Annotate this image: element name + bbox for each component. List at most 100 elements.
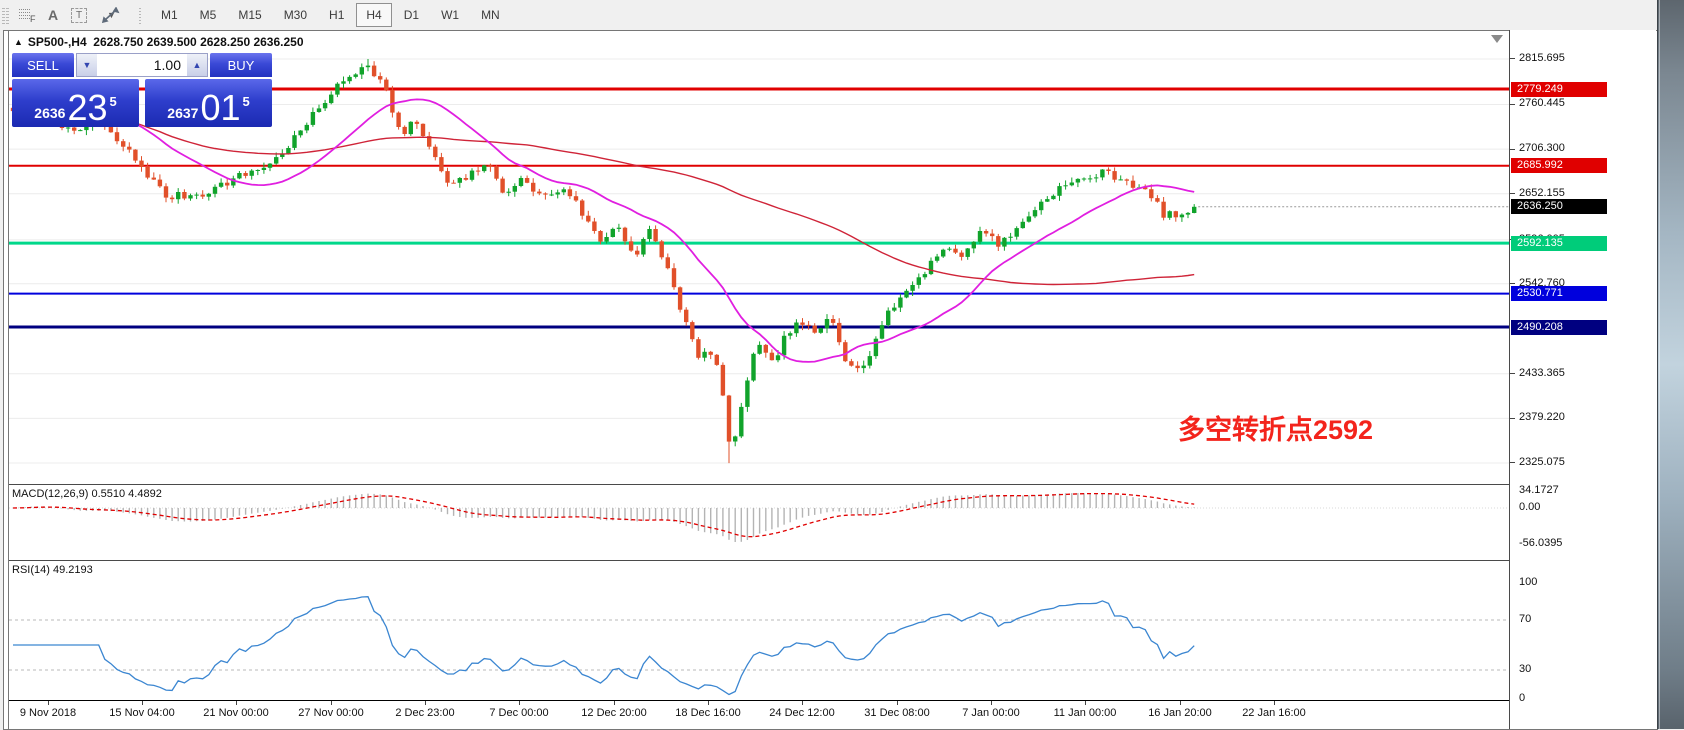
x-axis-tick xyxy=(48,701,49,705)
x-axis-label: 7 Dec 00:00 xyxy=(489,707,549,719)
macd-signal-line xyxy=(12,492,1195,538)
y-axis-label: 2815.695 xyxy=(1519,51,1565,64)
y-axis-label: -56.0395 xyxy=(1519,537,1563,549)
price-axis: 2815.695 2779.249 2760.445 2706.300 2685.992… xyxy=(1510,30,1656,729)
date-axis: 9 Nov 2018 15 Nov 04:00 21 Nov 00:00 27 Nov… xyxy=(9,701,1509,728)
x-axis-label: 12 Dec 20:00 xyxy=(581,707,647,719)
volume-value[interactable]: 1.00 xyxy=(153,57,181,73)
ohlc-readout: 2628.750 2639.500 2628.250 2636.250 xyxy=(93,35,304,49)
y-axis-label: 2542.760 xyxy=(1519,276,1565,289)
y-axis-label: 2379.220 xyxy=(1519,411,1565,424)
timeframe-buttons: M1 M5 M15 M30 H1 H4 D1 W1 MN xyxy=(150,3,511,27)
price-badge: 2685.992 xyxy=(1511,158,1607,174)
buy-button[interactable]: BUY xyxy=(210,53,272,77)
y-axis-label: 0 xyxy=(1519,692,1526,704)
tf-button-m5[interactable]: M5 xyxy=(199,8,217,22)
tf-button-m30[interactable]: M30 xyxy=(283,8,308,22)
tf-button-m1[interactable]: M1 xyxy=(161,8,178,22)
y-axis-tick xyxy=(1510,193,1515,195)
y-axis-label: 2760.445 xyxy=(1519,97,1565,110)
x-axis-tick xyxy=(802,701,803,705)
macd-panel-divider[interactable] xyxy=(9,484,1656,485)
x-axis-label: 24 Dec 12:00 xyxy=(769,707,835,719)
x-axis-tick xyxy=(1274,701,1275,705)
price-axis-separator xyxy=(1509,30,1510,729)
toolbar-separator xyxy=(136,6,144,24)
rsi-line xyxy=(13,596,1195,696)
rsi-panel-divider[interactable] xyxy=(9,560,1656,561)
y-axis-tick xyxy=(1510,148,1515,150)
rsi-label: RSI(14) 49.2193 xyxy=(12,564,93,576)
x-axis-tick xyxy=(425,701,426,705)
y-axis-label: 2652.155 xyxy=(1519,186,1565,199)
tf-button-h4[interactable]: H4 xyxy=(356,3,392,27)
chart-window-inner-border xyxy=(8,30,9,729)
tf-button-w1[interactable]: W1 xyxy=(441,8,460,22)
macd-panel-chart[interactable] xyxy=(9,485,1509,560)
x-axis-tick xyxy=(897,701,898,705)
volume-spinner: ▼ 1.00 ▲ xyxy=(76,53,208,77)
one-click-trading-widget: SELL ▼ 1.00 ▲ BUY 2636 23 5 2637 01 5 xyxy=(12,53,272,127)
shapes-arrows-icon[interactable]: ▼ xyxy=(92,3,130,27)
x-axis-label: 21 Nov 00:00 xyxy=(203,707,269,719)
tf-button-d1[interactable]: D1 xyxy=(403,8,420,22)
top-toolbar: F A T ▼ M1 M5 M15 M30 H1 H4 D1 W1 MN xyxy=(0,0,1684,30)
buy-price-tile[interactable]: 2637 01 5 xyxy=(145,79,272,127)
candles-layer xyxy=(10,59,1197,464)
x-axis-tick xyxy=(331,701,332,705)
y-axis-label: 2706.300 xyxy=(1519,142,1565,155)
svg-text:F: F xyxy=(30,14,36,23)
y-axis-label: 2325.075 xyxy=(1519,455,1565,468)
x-axis-tick xyxy=(236,701,237,705)
price-badge: 2530.771 xyxy=(1511,286,1607,302)
y-axis-label: 2433.365 xyxy=(1519,366,1565,379)
window-edge-strip xyxy=(1657,0,1684,729)
price-badge: 2779.249 xyxy=(1511,81,1607,97)
y-axis-label: 34.1727 xyxy=(1519,484,1559,496)
x-axis-label: 11 Jan 00:00 xyxy=(1053,707,1117,719)
x-axis-label: 15 Nov 04:00 xyxy=(109,707,175,719)
chart-title: ▲ SP500-,H4 2628.750 2639.500 2628.250 26… xyxy=(14,35,304,49)
volume-decrease-button[interactable]: ▼ xyxy=(77,54,97,76)
x-axis-tick xyxy=(519,701,520,705)
insert-text-a-icon[interactable]: A xyxy=(47,7,59,23)
x-axis-tick xyxy=(708,701,709,705)
y-axis-label: 100 xyxy=(1519,575,1538,588)
x-axis-tick xyxy=(614,701,615,705)
chart-window xyxy=(3,30,1658,730)
price-badge: 2636.250 xyxy=(1511,199,1607,215)
tf-button-mn[interactable]: MN xyxy=(481,8,500,22)
x-axis-tick xyxy=(142,701,143,705)
macd-label: MACD(12,26,9) 0.5510 4.4892 xyxy=(12,488,162,500)
x-axis-label: 31 Dec 08:00 xyxy=(864,707,930,719)
date-axis-divider xyxy=(9,700,1656,701)
x-axis-label: 2 Dec 23:00 xyxy=(395,707,455,719)
x-axis-label: 7 Jan 00:00 xyxy=(962,707,1020,719)
x-axis-label: 22 Jan 16:00 xyxy=(1242,707,1306,719)
x-axis-label: 16 Jan 20:00 xyxy=(1148,707,1212,719)
y-axis-tick xyxy=(1510,58,1515,60)
x-axis-tick xyxy=(1085,701,1086,705)
toolbar-drag-handle[interactable] xyxy=(2,6,10,24)
sell-button[interactable]: SELL xyxy=(12,53,74,77)
ma-slow-line xyxy=(12,100,1195,286)
x-axis-tick xyxy=(1180,701,1181,705)
tf-button-m15[interactable]: M15 xyxy=(238,8,262,22)
rsi-panel-chart[interactable] xyxy=(9,561,1509,700)
x-axis-tick xyxy=(991,701,992,705)
y-axis-tick xyxy=(1510,283,1515,285)
price-badge: 2592.135 xyxy=(1511,235,1607,251)
price-badge: 2490.208 xyxy=(1511,319,1607,335)
chart-shift-marker xyxy=(1491,35,1503,43)
x-axis-label: 27 Nov 00:00 xyxy=(298,707,364,719)
tf-button-h1[interactable]: H1 xyxy=(329,8,345,22)
volume-increase-button[interactable]: ▲ xyxy=(187,54,207,76)
x-axis-label: 18 Dec 16:00 xyxy=(675,707,741,719)
macd-histogram xyxy=(18,493,1195,542)
template-grid-f-icon[interactable]: F xyxy=(14,3,40,27)
chart-annotation-text: 多空转折点2592 xyxy=(1178,415,1374,445)
x-axis-label: 9 Nov 2018 xyxy=(19,707,77,719)
text-label-t-icon[interactable]: T xyxy=(66,3,92,27)
sell-price-tile[interactable]: 2636 23 5 xyxy=(12,79,139,127)
